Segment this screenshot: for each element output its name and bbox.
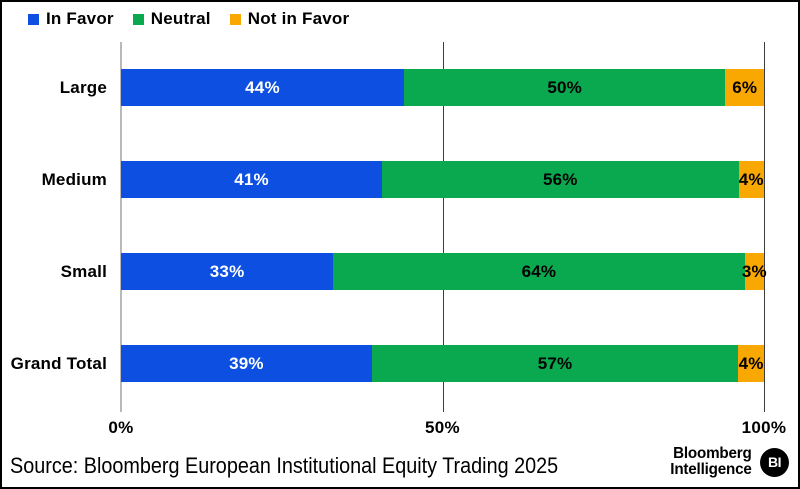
bar-value-label: 6% bbox=[732, 77, 758, 97]
legend-label: Not in Favor bbox=[247, 9, 350, 28]
bloomberg-intelligence-label: Bloomberg Intelligence bbox=[670, 445, 753, 478]
logo-line1: Bloomberg bbox=[673, 445, 752, 462]
bar-value-label: 64% bbox=[521, 261, 557, 281]
legend-swatch-icon bbox=[229, 13, 241, 25]
bar-segment-neutral: 56% bbox=[382, 161, 739, 198]
legend-item-neutral: Neutral bbox=[132, 9, 211, 29]
bar-row-grand-total: 39% 57% 4% bbox=[121, 345, 764, 382]
bar-segment-not-in-favor: 4% bbox=[738, 345, 764, 382]
bar-segment-neutral: 50% bbox=[403, 69, 726, 106]
bar-value-label: 57% bbox=[537, 353, 573, 373]
legend-label: In Favor bbox=[46, 9, 114, 28]
chart-legend: In Favor Neutral Not in Favor bbox=[28, 9, 349, 29]
bar-segment-not-in-favor: 3% bbox=[741, 253, 767, 290]
bloomberg-intelligence-logo: Bloomberg Intelligence BI bbox=[666, 446, 789, 478]
legend-swatch-icon bbox=[28, 13, 39, 25]
source-text: Source: Bloomberg European Institutional… bbox=[10, 453, 559, 478]
bar-row-large: 44% 50% 6% bbox=[121, 69, 764, 106]
category-label-large: Large bbox=[59, 78, 107, 97]
bi-badge-icon: BI bbox=[760, 447, 789, 477]
bar-segment-not-in-favor: 6% bbox=[725, 69, 764, 106]
bar-value-label: 3% bbox=[741, 261, 767, 281]
bar-row-small: 33% 64% 3% bbox=[121, 253, 767, 290]
x-tick-label-0: 0% bbox=[108, 418, 134, 437]
bar-value-label: 41% bbox=[234, 169, 269, 189]
bar-segment-in-favor: 33% bbox=[121, 253, 334, 290]
logo-line2: Intelligence bbox=[670, 461, 753, 478]
category-label-small: Small bbox=[60, 262, 107, 281]
category-label-medium: Medium bbox=[41, 170, 107, 189]
x-tick-label-50: 50% bbox=[425, 418, 460, 437]
bar-value-label: 56% bbox=[542, 169, 578, 189]
bar-value-label: 39% bbox=[229, 353, 264, 373]
bar-segment-in-favor: 39% bbox=[121, 345, 372, 382]
bar-value-label: 33% bbox=[209, 261, 245, 281]
x-tick-label-100: 100% bbox=[741, 418, 787, 437]
legend-item-in-favor: In Favor bbox=[28, 9, 114, 29]
bar-value-label: 44% bbox=[245, 77, 280, 97]
bar-segment-in-favor: 44% bbox=[121, 69, 404, 106]
bar-segment-in-favor: 41% bbox=[121, 161, 383, 198]
bar-value-label: 50% bbox=[547, 77, 582, 97]
gridline-100 bbox=[764, 42, 765, 412]
gridline-0 bbox=[120, 42, 122, 412]
bar-segment-neutral: 64% bbox=[333, 253, 745, 290]
bar-value-label: 4% bbox=[738, 353, 764, 373]
legend-label: Neutral bbox=[150, 9, 211, 28]
gridline-50 bbox=[442, 42, 444, 412]
legend-item-not-in-favor: Not in Favor bbox=[229, 9, 350, 29]
bar-value-label: 4% bbox=[738, 169, 764, 189]
bar-segment-not-in-favor: 4% bbox=[738, 161, 764, 198]
bar-row-medium: 41% 56% 4% bbox=[121, 161, 764, 198]
category-label-grand-total: Grand Total bbox=[10, 354, 107, 373]
bar-segment-neutral: 57% bbox=[371, 345, 739, 382]
legend-swatch-icon bbox=[132, 13, 144, 25]
